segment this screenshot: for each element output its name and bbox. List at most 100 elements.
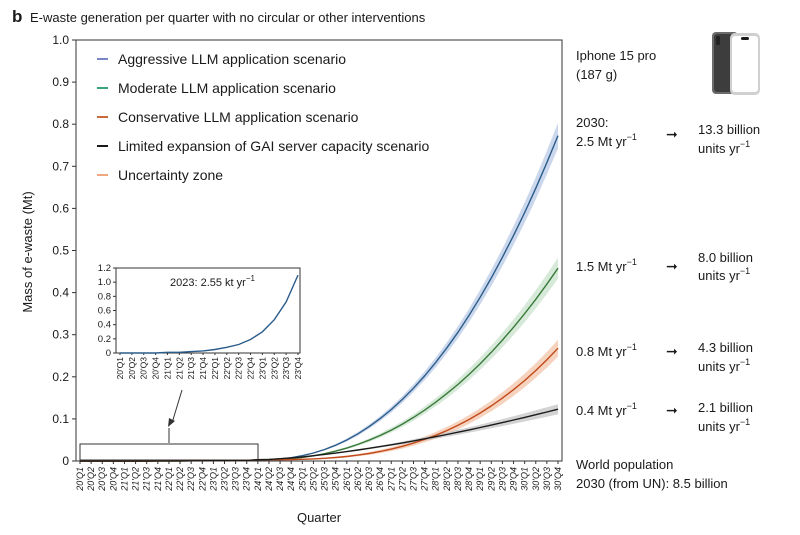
x-tick-label: 20'Q3 [97,467,107,492]
x-tick-label: 21'Q1 [119,467,129,492]
year-label: 2030: [576,115,609,130]
world-population-line2: 2030 (from UN): 8.5 billion [576,476,728,491]
y-tick-label: 0.9 [52,75,69,89]
device-name: Iphone 15 pro [576,48,656,63]
zoom-arrowhead [168,418,175,427]
inset-chart: 00.20.40.60.81.01.220'Q1 20'Q2 20'Q3 20'Q4 2… [98,263,303,379]
series-line [80,408,559,462]
x-tick-label: 29'Q2 [486,467,496,492]
units-label: units yr−1 [698,417,750,434]
inset-y-tick-label: 0.8 [98,291,111,302]
x-tick-label: 25'Q4 [331,467,341,492]
x-tick-label: 26'Q1 [342,467,352,492]
x-tick-label: 26'Q2 [353,467,363,492]
row-mass: 2.5 Mt yr−1 [576,132,637,149]
inset-series-line [120,274,299,354]
row-mass: 1.5 Mt yr−1 [576,257,637,274]
inset-x-tick-label: 23'Q1 [257,357,267,380]
arrow-right-icon: ➞ [666,126,678,142]
row-mass: 0.8 Mt yr−1 [576,342,637,359]
x-tick-label: 22'Q3 [186,467,196,492]
y-tick-label: 0.7 [52,159,69,173]
x-tick-label: 22'Q2 [175,467,185,492]
legend-label: Uncertainty zone [118,167,223,183]
inset-x-tick-label: 23'Q2 [269,357,279,380]
y-tick-label: 0.1 [52,412,69,426]
units-label: units yr−1 [698,139,750,156]
inset-annotation: 2023: 2.55 kt yr−1 [170,274,256,289]
inset-y-tick-label: 0.4 [98,320,111,331]
y-tick-label: 0.4 [52,286,69,300]
x-tick-label: 29'Q1 [475,467,485,492]
inset-frame [115,267,301,354]
plot-frame [75,39,563,462]
x-tick-label: 20'Q2 [86,467,96,492]
x-tick-label: 26'Q3 [364,467,374,492]
zoom-region-box [79,443,259,461]
y-tick-label: 0 [62,454,69,468]
x-tick-label: 25'Q3 [320,467,330,492]
x-tick-label: 27'Q3 [408,467,418,492]
device-mass: (187 g) [576,67,617,82]
inset-x-tick-label: 23'Q3 [281,357,291,380]
y-tick-label: 1.0 [52,33,69,47]
units-value: 4.3 billion [698,340,753,355]
x-tick-label: 29'Q3 [497,467,507,492]
inset-x-tick-label: 21'Q4 [198,357,208,380]
x-tick-label: 27'Q4 [420,467,430,492]
y-tick-label: 0.3 [52,328,69,342]
arrow-right-icon: ➞ [666,402,678,418]
row-mass: 0.4 Mt yr−1 [576,401,637,418]
units-value: 2.1 billion [698,400,753,415]
x-tick-label: 29'Q4 [509,467,519,492]
x-tick-label: 28'Q2 [442,467,452,492]
x-tick-label: 22'Q4 [197,467,207,492]
y-tick-label: 0.2 [52,370,69,384]
smartphone-icon [712,32,760,95]
inset-x-tick-label: 22'Q3 [234,357,244,380]
x-tick-label: 20'Q1 [75,467,85,492]
inset-x-tick-label: 21'Q2 [174,357,184,380]
x-tick-label: 24'Q3 [275,467,285,492]
x-tick-label: 28'Q3 [453,467,463,492]
legend-label: Conservative LLM application scenario [118,109,359,125]
legend: Aggressive LLM application scenario Moder… [97,51,429,183]
x-tick-label: 30'Q1 [520,467,530,491]
x-tick-label: 23'Q3 [231,467,241,492]
x-tick-label: 23'Q4 [242,467,252,492]
x-tick-label: 21'Q2 [131,467,141,492]
legend-label: Aggressive LLM application scenario [118,51,346,67]
world-population-line1: World population [576,457,673,472]
main-axes: 00.10.20.30.40.50.60.70.80.91.020'Q1 20'Q… [52,33,563,492]
x-tick-label: 30'Q4 [553,467,563,491]
inset-y-tick-label: 0.6 [98,306,111,317]
units-value: 13.3 billion [698,122,760,137]
inset-x-tick-label: 22'Q2 [222,357,232,380]
x-tick-label: 28'Q4 [464,467,474,492]
x-tick-label: 28'Q1 [431,467,441,492]
units-label: units yr−1 [698,266,750,283]
legend-label: Limited expansion of GAI server capacity… [118,138,429,154]
inset-x-tick-label: 20'Q1 [115,357,125,380]
y-tick-label: 0.5 [52,244,69,258]
inset-x-tick-label: 20'Q2 [127,357,137,380]
x-tick-label: 27'Q1 [386,467,396,492]
x-tick-label: 21'Q4 [153,467,163,492]
y-axis-label: Mass of e-waste (Mt) [20,191,35,312]
x-tick-label: 20'Q4 [108,467,118,492]
x-tick-label: 25'Q1 [297,467,307,492]
panel-label: b [12,7,22,26]
series-lines [80,135,559,462]
inset-y-tick-label: 0.2 [98,334,111,345]
units-value: 8.0 billion [698,250,753,265]
uncertainty-band [80,404,558,461]
y-tick-label: 0.6 [52,201,69,215]
arrow-right-icon: ➞ [666,343,678,359]
inset-y-tick-label: 1.2 [98,263,111,274]
zoom-arrow [171,389,183,424]
x-tick-label: 23'Q1 [208,467,218,492]
inset-x-tick-label: 21'Q1 [162,357,172,380]
inset-x-tick-label: 22'Q1 [210,357,220,380]
inset-x-tick-label: 20'Q4 [151,357,161,380]
